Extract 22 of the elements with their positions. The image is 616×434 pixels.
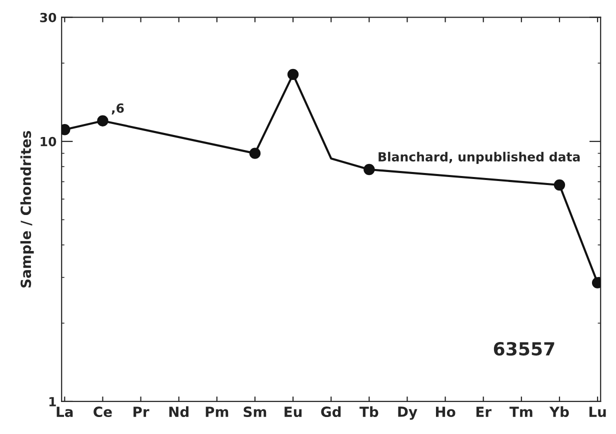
x-tick-label: Yb [549,406,569,418]
x-tick-label: Nd [169,406,188,418]
y-tick-label: 1 [49,397,56,406]
x-tick-label: Eu [284,406,302,418]
x-tick-label: Er [476,406,492,417]
annotation: 63557 [494,342,554,356]
x-tick-label: Pr [134,406,150,417]
y-tick-label: 30 [40,12,56,22]
annotation: Blanchard, unpublished data [378,152,580,164]
x-tick-label: Lu [589,406,606,418]
annotation: ,6 [112,103,124,114]
x-tick-label: Dy [398,406,418,420]
y-tick-label: 10 [40,136,56,146]
x-tick-label: Sm [244,406,266,418]
y-axis-title: Sample / Chondrites [20,131,34,288]
x-tick-label: La [56,406,73,418]
x-tick-label: Gd [321,406,341,418]
x-tick-label: Pm [206,406,228,417]
x-tick-label: Ce [94,406,112,418]
x-tick-label: Tb [360,406,378,418]
x-tick-label: Tm [510,406,532,417]
x-tick-label: Ho [436,406,456,418]
